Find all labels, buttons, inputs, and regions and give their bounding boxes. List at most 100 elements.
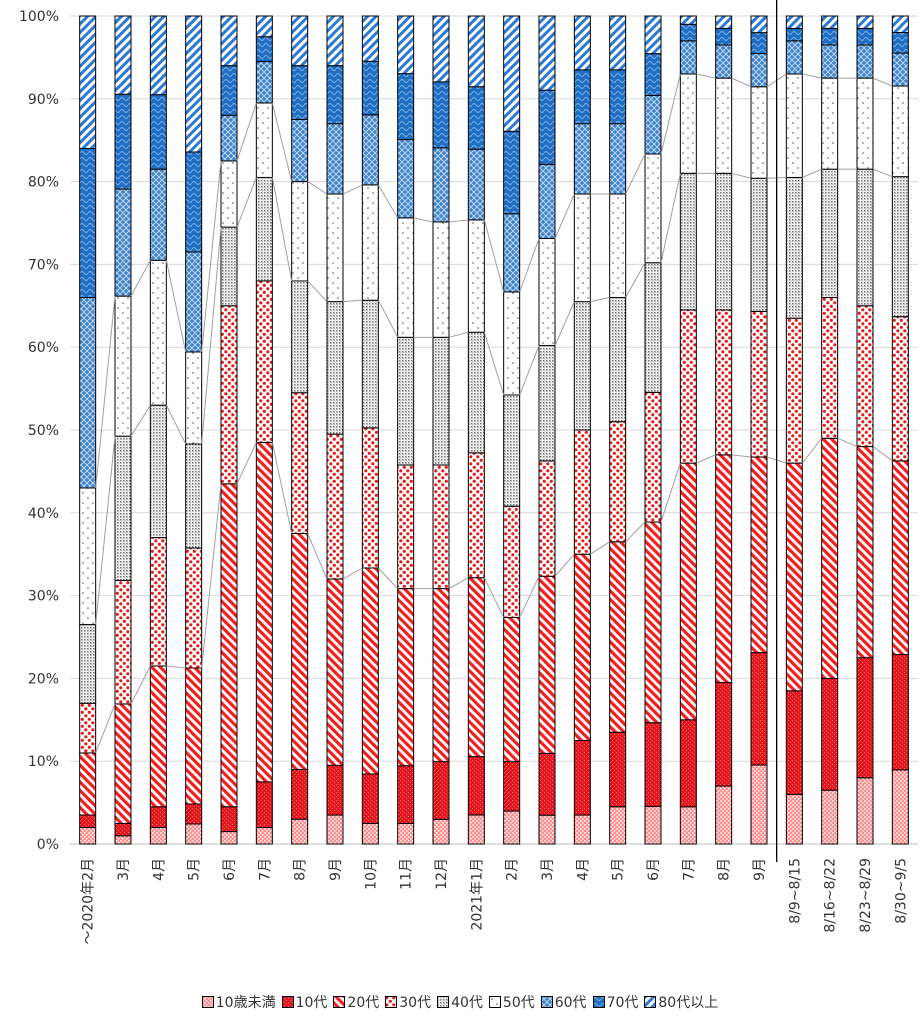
x-tick-label: 8月 <box>717 858 733 881</box>
bar-segment-10代 <box>750 652 768 766</box>
legend-item: 60代 <box>540 992 587 1012</box>
x-tick-label: 8/16~8/22 <box>823 858 839 933</box>
bar-segment-80代以上 <box>291 15 309 67</box>
bar-segment-10歳未満 <box>149 826 167 845</box>
series-line <box>201 160 222 353</box>
bar-segment-10歳未満 <box>821 789 839 845</box>
legend-label: 10代 <box>295 995 328 1011</box>
bar-segment-40代 <box>891 176 909 318</box>
bar-segment-50代 <box>644 153 662 264</box>
series-line <box>554 553 575 577</box>
bar-segment-10代 <box>644 722 662 807</box>
x-tick-label: 3月 <box>116 858 132 881</box>
bar-segment-20代 <box>185 667 203 805</box>
bar-segment-10歳未満 <box>856 777 874 845</box>
legend-label: 80代以上 <box>658 995 719 1011</box>
series-line <box>165 404 187 445</box>
bar-segment-20代 <box>361 567 379 775</box>
series-line <box>201 483 222 669</box>
bar-segment-60代 <box>609 123 627 195</box>
bar-segment-60代 <box>715 44 733 79</box>
series-line <box>872 446 893 462</box>
bar-segment-70代 <box>149 94 167 170</box>
bar-segment-20代 <box>255 441 273 783</box>
x-tick-label: 4月 <box>151 858 167 881</box>
series-line <box>130 260 151 297</box>
series-line <box>377 300 399 338</box>
bar-segment-80代以上 <box>750 15 768 34</box>
bar-segment-30代 <box>432 464 450 590</box>
x-tick-label: 2月 <box>505 858 521 881</box>
legend-swatch <box>385 996 398 1008</box>
bar-segment-40代 <box>856 168 874 307</box>
bar-segment-80代以上 <box>644 15 662 55</box>
legend-swatch <box>592 996 605 1008</box>
series-line <box>377 184 399 219</box>
bar-segment-50代 <box>503 291 521 396</box>
bar-segment-80代以上 <box>255 15 273 38</box>
bar-segment-80代以上 <box>503 15 521 132</box>
bar-segment-20代 <box>538 575 556 754</box>
bar-segment-10代 <box>715 682 733 787</box>
bar-segment-50代 <box>255 102 273 178</box>
bar-segment-60代 <box>856 44 874 79</box>
bar-segment-80代以上 <box>679 15 697 25</box>
bar-segment-20代 <box>432 588 450 763</box>
bar-segment-10歳未満 <box>291 818 309 845</box>
legend-label: 40代 <box>451 995 483 1011</box>
bar-segment-20代 <box>326 578 344 766</box>
bar-segment-10代 <box>467 756 485 816</box>
series-line <box>731 77 752 88</box>
bar-segment-80代以上 <box>538 15 556 91</box>
bar-segment-10歳未満 <box>220 831 238 845</box>
bar-segment-70代 <box>291 65 309 120</box>
bar-segment-50代 <box>114 295 132 437</box>
bar-segment-60代 <box>185 251 203 353</box>
bar-segment-60代 <box>538 163 556 239</box>
bar-segment-30代 <box>609 421 627 543</box>
bar-segment-80代以上 <box>821 15 839 29</box>
bar-segment-30代 <box>397 464 415 590</box>
bar-segment-40代 <box>291 280 309 394</box>
bar-segment-20代 <box>397 588 415 767</box>
bar-segment-30代 <box>573 429 591 555</box>
bar-segment-60代 <box>79 297 97 489</box>
bar-segment-60代 <box>255 61 273 104</box>
bar-segment-40代 <box>715 172 733 311</box>
y-tick-label: 90% <box>28 92 59 108</box>
legend-item: 50代 <box>488 992 535 1012</box>
bar-segment-50代 <box>397 217 415 338</box>
bar-segment-70代 <box>79 147 97 299</box>
bar-segment-40代 <box>503 394 521 507</box>
bar-segment-60代 <box>785 40 803 75</box>
bar-segment-50代 <box>538 237 556 347</box>
bar-segment-60代 <box>397 139 415 219</box>
bar-segment-10代 <box>432 761 450 820</box>
bar-segment-20代 <box>149 665 167 808</box>
x-tick-label: 12月 <box>434 858 450 890</box>
bar-segment-80代以上 <box>185 15 203 153</box>
bar-segment-70代 <box>503 130 521 215</box>
bar-segment-10代 <box>220 806 238 833</box>
x-tick-label: 6月 <box>222 858 238 881</box>
bar-segment-60代 <box>891 52 909 87</box>
series-line <box>271 442 293 534</box>
bar-segment-70代 <box>326 65 344 125</box>
bar-segment-70代 <box>185 151 203 253</box>
legend-item: 10歳未満 <box>201 992 276 1012</box>
bar-segment-40代 <box>609 297 627 423</box>
y-tick-label: 20% <box>28 671 59 687</box>
series-line <box>166 665 186 669</box>
bar-segment-30代 <box>255 280 273 443</box>
series-line <box>696 73 716 79</box>
bar-segment-50代 <box>149 259 167 406</box>
bar-segment-60代 <box>467 148 485 221</box>
bar-segment-80代以上 <box>149 15 167 96</box>
bar-segment-50代 <box>361 184 379 301</box>
bar-segment-10代 <box>891 654 909 771</box>
bar-segment-20代 <box>785 462 803 692</box>
bar-segment-10歳未満 <box>397 822 415 845</box>
bar-segment-40代 <box>679 172 697 311</box>
bar-segment-30代 <box>891 316 909 462</box>
series-line <box>483 577 505 618</box>
